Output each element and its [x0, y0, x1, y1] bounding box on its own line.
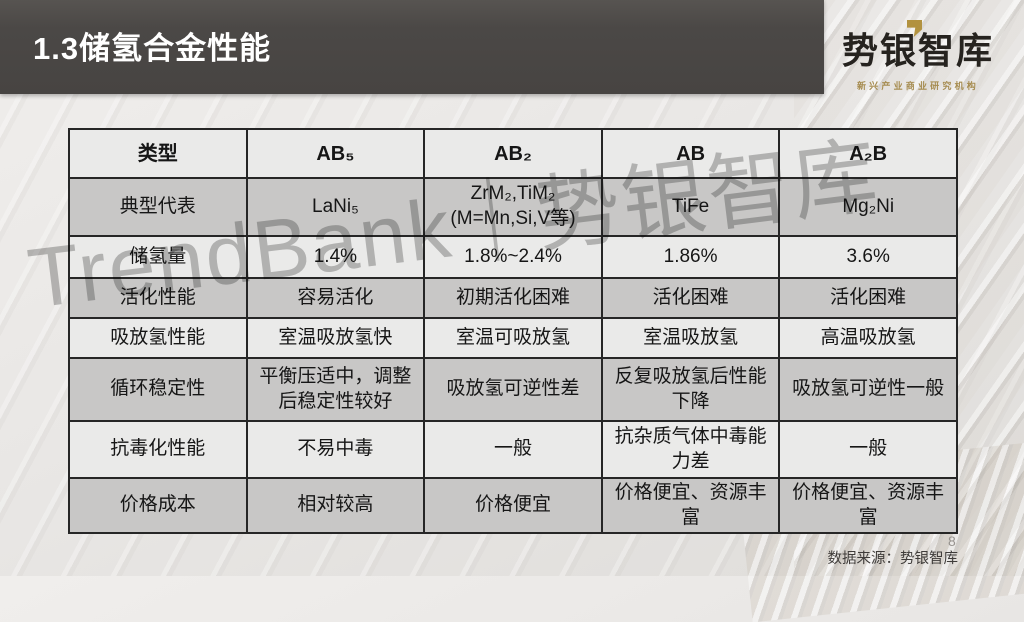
brand-logo-tagline: 新兴产业商业研究机构	[856, 81, 979, 91]
table-body: 典型代表 LaNi₅ ZrM₂,TiM₂ (M=Mn,Si,V等) TiFe Mg₂Ni…	[68, 177, 958, 535]
data-source-note: 数据来源：势银智库	[827, 551, 959, 567]
table-cell: 1.86%	[600, 235, 781, 279]
table-cell: 高温吸放氢	[778, 317, 958, 359]
table-cell: TiFe	[600, 177, 781, 237]
row-label-cell: 吸放氢性能	[68, 317, 248, 359]
table-row: 循环稳定性 平衡压适中，调整后稳定性较好 吸放氢可逆性差 反复吸放氢后性能下降 吸放氢可…	[68, 357, 958, 422]
table-cell: 1.8%~2.4%	[423, 235, 603, 279]
brand-logo: 势银智库 新兴产业商业研究机构	[840, 20, 996, 92]
row-label-cell: 价格成本	[68, 476, 248, 535]
table-cell: 抗杂质气体中毒能力差	[600, 420, 781, 479]
title-bar: 1.3储氢合金性能	[0, 0, 824, 94]
table-cell: 相对较高	[245, 476, 426, 535]
table-cell: 室温吸放氢	[600, 317, 781, 359]
table-row: 活化性能 容易活化 初期活化困难 活化困难 活化困难	[68, 277, 958, 319]
table-cell: 活化困难	[778, 277, 958, 319]
table-cell: 吸放氢可逆性一般	[778, 357, 958, 422]
table-row: 典型代表 LaNi₅ ZrM₂,TiM₂ (M=Mn,Si,V等) TiFe Mg₂Ni	[68, 177, 958, 237]
brand-logo-text: 势银智库	[841, 30, 994, 71]
table-cell: LaNi₅	[245, 177, 426, 237]
row-label-cell: 储氢量	[68, 235, 248, 279]
table-row: 吸放氢性能 室温吸放氢快 室温可吸放氢 室温吸放氢 高温吸放氢	[68, 317, 958, 359]
row-label-cell: 典型代表	[68, 177, 248, 237]
table-row: 抗毒化性能 不易中毒 一般 抗杂质气体中毒能力差 一般	[68, 420, 958, 479]
table-row: 价格成本 相对较高 价格便宜 价格便宜、资源丰富 价格便宜、资源丰富	[68, 476, 958, 535]
table-header-cell: AB	[600, 128, 781, 179]
table-cell: 容易活化	[245, 277, 426, 319]
table-cell: 平衡压适中，调整后稳定性较好	[245, 357, 426, 422]
table-cell: 室温可吸放氢	[423, 317, 603, 359]
table-cell: 活化困难	[600, 277, 781, 319]
row-label-cell: 抗毒化性能	[68, 420, 248, 479]
table-cell: 价格便宜、资源丰富	[778, 476, 958, 535]
row-label-cell: 活化性能	[68, 277, 248, 319]
table-cell: 价格便宜	[423, 476, 603, 535]
table-row: 储氢量 1.4% 1.8%~2.4% 1.86% 3.6%	[68, 235, 958, 279]
page-title: 1.3储氢合金性能	[33, 31, 272, 66]
table-cell: 吸放氢可逆性差	[423, 357, 603, 422]
table-header-cell: AB₅	[245, 128, 426, 179]
table-cell: 一般	[423, 420, 603, 479]
row-label-cell: 循环稳定性	[68, 357, 248, 422]
page-number: 8	[948, 533, 956, 549]
table-cell: ZrM₂,TiM₂ (M=Mn,Si,V等)	[423, 177, 603, 237]
table-cell: 1.4%	[245, 235, 426, 279]
table-header-row: 类型 AB₅ AB₂ AB A₂B	[68, 128, 958, 179]
table-cell: 室温吸放氢快	[245, 317, 426, 359]
table-cell: 反复吸放氢后性能下降	[600, 357, 781, 422]
table-header-cell: AB₂	[423, 128, 603, 179]
table-cell: Mg₂Ni	[778, 177, 958, 237]
table-cell: 3.6%	[778, 235, 958, 279]
table-head: 类型 AB₅ AB₂ AB A₂B	[68, 128, 958, 179]
table-header-cell: A₂B	[778, 128, 958, 179]
alloy-performance-table: 类型 AB₅ AB₂ AB A₂B 典型代表 LaNi₅ ZrM₂,TiM₂ (M=Mn,S…	[68, 128, 958, 535]
table-cell: 价格便宜、资源丰富	[600, 476, 781, 535]
table-cell: 初期活化困难	[423, 277, 603, 319]
table-cell: 不易中毒	[245, 420, 426, 479]
table-header-cell: 类型	[68, 128, 248, 179]
table-cell: 一般	[778, 420, 958, 479]
